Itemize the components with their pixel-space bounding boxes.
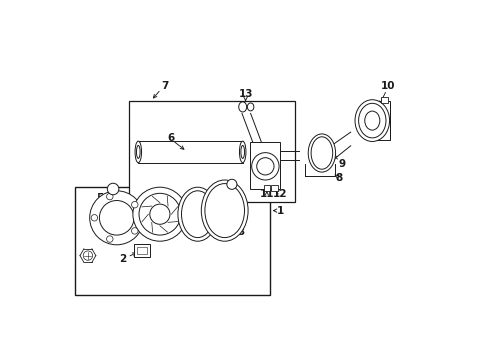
Circle shape [106, 236, 113, 242]
Circle shape [149, 204, 170, 224]
Text: 7: 7 [161, 81, 169, 91]
Ellipse shape [307, 134, 335, 172]
Ellipse shape [136, 145, 140, 158]
Text: 4: 4 [193, 231, 200, 241]
Bar [75, 187, 269, 295]
Ellipse shape [247, 103, 253, 111]
Ellipse shape [239, 141, 245, 163]
Circle shape [256, 158, 273, 175]
Bar [271, 185, 277, 191]
Bar [134, 244, 149, 257]
Ellipse shape [310, 137, 332, 169]
Text: 9: 9 [337, 159, 345, 169]
Circle shape [139, 193, 181, 235]
Text: 10: 10 [381, 81, 395, 91]
Circle shape [226, 179, 237, 189]
Ellipse shape [181, 191, 213, 238]
Text: 6: 6 [167, 132, 174, 143]
Bar [249, 142, 280, 189]
Circle shape [89, 191, 143, 245]
Circle shape [131, 202, 138, 208]
Text: 11: 11 [260, 189, 274, 199]
Bar [381, 97, 387, 103]
Circle shape [107, 183, 119, 195]
Circle shape [131, 228, 138, 234]
Bar [375, 101, 389, 140]
Ellipse shape [238, 102, 246, 112]
Ellipse shape [204, 184, 244, 238]
Circle shape [251, 153, 279, 180]
Ellipse shape [358, 103, 385, 138]
Ellipse shape [178, 187, 217, 241]
Text: 13: 13 [239, 89, 253, 99]
Text: 2: 2 [119, 254, 126, 264]
Ellipse shape [364, 111, 379, 130]
Bar [263, 185, 269, 191]
Text: 3: 3 [237, 227, 244, 237]
Circle shape [133, 187, 186, 241]
Text: 8: 8 [334, 173, 342, 183]
Text: 5: 5 [96, 193, 103, 203]
Ellipse shape [241, 145, 244, 158]
Ellipse shape [135, 141, 141, 163]
Bar [137, 247, 146, 254]
Text: 1: 1 [276, 206, 284, 216]
Circle shape [106, 193, 113, 200]
Bar [129, 101, 294, 202]
Circle shape [91, 215, 98, 221]
Ellipse shape [201, 180, 247, 241]
Text: 12: 12 [273, 189, 287, 199]
Ellipse shape [354, 100, 389, 141]
Circle shape [99, 201, 134, 235]
